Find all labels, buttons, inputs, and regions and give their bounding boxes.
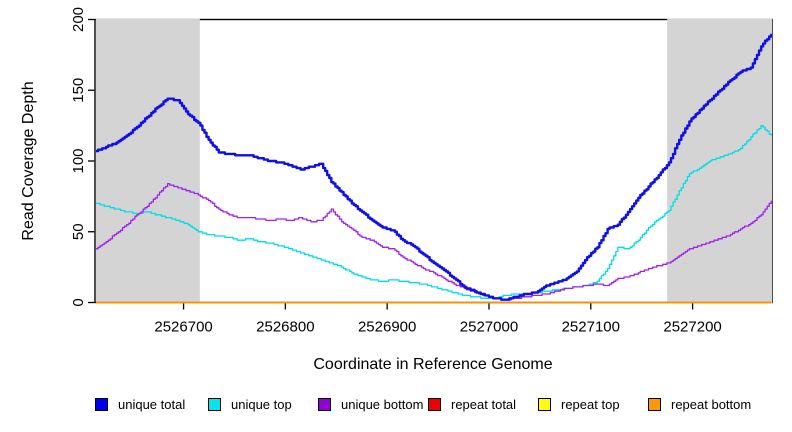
legend-item-repeat-bottom: repeat bottom	[648, 395, 751, 413]
y-tick-label: 100	[70, 148, 87, 173]
x-tick-label: 2527200	[663, 319, 721, 336]
legend-swatch-unique-top	[208, 397, 221, 411]
y-tick-label: 50	[70, 223, 87, 240]
y-tick-label: 0	[70, 298, 87, 306]
legend-label: repeat bottom	[671, 396, 752, 412]
repeat-region-right	[667, 18, 772, 304]
series-line-unique-total	[96, 33, 773, 301]
legend-item-unique-total: unique total	[95, 395, 185, 413]
legend-label: unique total	[118, 396, 186, 412]
series-line-unique-top	[96, 124, 772, 299]
legend-swatch-repeat-bottom	[648, 397, 661, 411]
legend-item-repeat-total: repeat total	[428, 395, 516, 413]
legend-label: repeat top	[561, 396, 620, 412]
legend-item-repeat-top: repeat top	[538, 395, 620, 413]
y-tick-label: 200	[70, 7, 87, 32]
y-axis-title: Read Coverage Depth	[20, 81, 37, 240]
repeat-region-left	[95, 18, 200, 304]
x-tick-label: 2527100	[562, 319, 620, 336]
legend-swatch-unique-total	[95, 397, 108, 411]
coverage-plot: 2526700 2526800 2526900 2527000 2527100 25272…	[20, 7, 773, 373]
x-axis-title: Coordinate in Reference Genome	[313, 356, 552, 373]
legend-label: unique top	[231, 396, 292, 412]
x-tick-label: 2526900	[358, 319, 416, 336]
legend-item-unique-top: unique top	[208, 395, 292, 413]
x-tick-label: 2526800	[256, 319, 314, 336]
legend-label: repeat total	[451, 396, 517, 412]
legend: unique total unique top unique bottom re…	[0, 395, 792, 417]
x-tick-label: 2526700	[154, 319, 212, 336]
legend-swatch-unique-bottom	[318, 397, 331, 411]
x-tick-label: 2527000	[460, 319, 518, 336]
legend-swatch-repeat-top	[538, 397, 551, 411]
y-tick-label: 150	[70, 78, 87, 103]
legend-item-unique-bottom: unique bottom	[318, 395, 423, 413]
legend-label: unique bottom	[341, 396, 424, 412]
series-line-unique-bottom	[96, 182, 772, 301]
legend-swatch-repeat-total	[428, 397, 441, 411]
